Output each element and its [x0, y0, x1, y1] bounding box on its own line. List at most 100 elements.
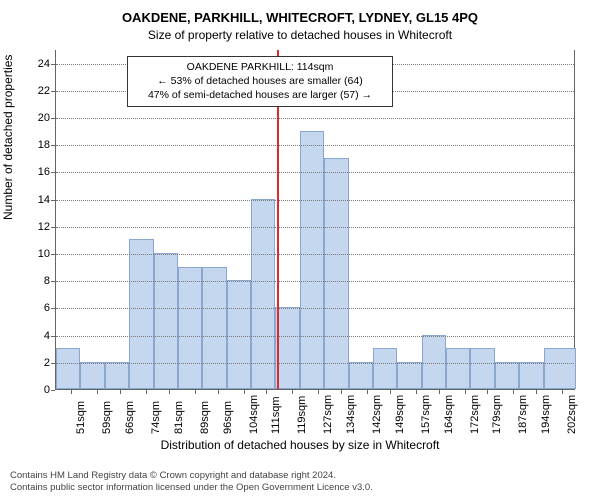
grid-line	[56, 227, 574, 228]
y-tick-label: 2	[20, 357, 50, 369]
y-tick-label: 12	[20, 221, 50, 233]
histogram-bar	[129, 239, 153, 389]
histogram-bar	[56, 348, 80, 389]
histogram-bar	[544, 348, 577, 389]
x-tick-label: 164sqm	[443, 395, 455, 434]
y-tick-mark	[51, 390, 55, 391]
x-tick-label: 179sqm	[491, 395, 503, 434]
histogram-bar	[154, 253, 178, 389]
x-tick-label: 104sqm	[248, 395, 260, 434]
x-tick-mark	[487, 390, 488, 394]
histogram-bar	[397, 362, 421, 389]
x-tick-label: 142sqm	[371, 395, 383, 434]
histogram-bar	[519, 362, 543, 389]
y-tick-mark	[51, 281, 55, 282]
histogram-bar	[275, 307, 299, 389]
x-tick-mark	[341, 390, 342, 394]
chart-container: OAKDENE, PARKHILL, WHITECROFT, LYDNEY, G…	[0, 0, 600, 500]
histogram-bar	[227, 280, 251, 389]
x-tick-mark	[416, 390, 417, 394]
x-tick-mark	[146, 390, 147, 394]
chart-title-address: OAKDENE, PARKHILL, WHITECROFT, LYDNEY, G…	[0, 10, 600, 25]
histogram-bar	[178, 267, 202, 389]
x-tick-label: 202sqm	[566, 395, 578, 434]
x-tick-mark	[71, 390, 72, 394]
y-tick-mark	[51, 336, 55, 337]
x-tick-label: 66sqm	[124, 401, 136, 434]
histogram-bar	[105, 362, 129, 389]
x-tick-label: 111sqm	[270, 396, 282, 434]
x-tick-label: 81sqm	[173, 401, 185, 434]
y-tick-label: 0	[20, 384, 50, 396]
y-tick-label: 16	[20, 166, 50, 178]
x-tick-mark	[218, 390, 219, 394]
x-tick-mark	[367, 390, 368, 394]
y-tick-label: 24	[20, 58, 50, 70]
y-tick-label: 14	[20, 194, 50, 206]
y-tick-mark	[51, 91, 55, 92]
x-tick-mark	[120, 390, 121, 394]
x-tick-mark	[266, 390, 267, 394]
x-tick-mark	[536, 390, 537, 394]
y-axis-label: Number of detached properties	[1, 55, 15, 220]
y-tick-mark	[51, 172, 55, 173]
x-tick-mark	[244, 390, 245, 394]
x-tick-mark	[513, 390, 514, 394]
x-tick-label: 59sqm	[101, 401, 113, 434]
histogram-bar	[470, 348, 494, 389]
x-axis-label: Distribution of detached houses by size …	[0, 438, 600, 452]
x-tick-mark	[390, 390, 391, 394]
grid-line	[56, 172, 574, 173]
x-tick-label: 51sqm	[75, 401, 87, 434]
x-tick-mark	[562, 390, 563, 394]
histogram-bar	[80, 362, 104, 389]
histogram-bar	[373, 348, 397, 389]
histogram-bar	[349, 362, 373, 389]
y-tick-mark	[51, 200, 55, 201]
annotation-line2: ← 53% of detached houses are smaller (64…	[134, 74, 386, 88]
y-tick-label: 18	[20, 139, 50, 151]
annotation-line3: 47% of semi-detached houses are larger (…	[134, 88, 386, 102]
x-tick-label: 172sqm	[469, 395, 481, 434]
x-tick-mark	[169, 390, 170, 394]
x-tick-label: 89sqm	[199, 401, 211, 434]
histogram-bar	[300, 131, 324, 389]
y-tick-label: 20	[20, 112, 50, 124]
y-tick-label: 22	[20, 85, 50, 97]
footer-line1: Contains HM Land Registry data © Crown c…	[10, 470, 590, 482]
grid-line	[56, 281, 574, 282]
y-tick-mark	[51, 254, 55, 255]
x-tick-mark	[292, 390, 293, 394]
y-tick-mark	[51, 363, 55, 364]
footer-attribution: Contains HM Land Registry data © Crown c…	[10, 470, 590, 494]
annotation-line1: OAKDENE PARKHILL: 114sqm	[134, 60, 386, 74]
grid-line	[56, 308, 574, 309]
x-tick-label: 119sqm	[296, 396, 308, 434]
x-tick-mark	[465, 390, 466, 394]
histogram-bar	[446, 348, 470, 389]
grid-line	[56, 145, 574, 146]
grid-line	[56, 254, 574, 255]
x-tick-mark	[195, 390, 196, 394]
x-tick-label: 74sqm	[150, 401, 162, 434]
grid-line	[56, 118, 574, 119]
y-tick-label: 8	[20, 275, 50, 287]
x-tick-mark	[97, 390, 98, 394]
x-tick-label: 127sqm	[322, 395, 334, 434]
y-tick-mark	[51, 118, 55, 119]
y-tick-label: 6	[20, 302, 50, 314]
x-tick-label: 194sqm	[540, 395, 552, 434]
y-tick-mark	[51, 227, 55, 228]
y-tick-mark	[51, 145, 55, 146]
histogram-bar	[324, 158, 348, 389]
x-tick-label: 157sqm	[420, 395, 432, 434]
histogram-bar	[422, 335, 446, 389]
chart-subtitle: Size of property relative to detached ho…	[0, 28, 600, 42]
grid-line	[56, 336, 574, 337]
y-tick-label: 4	[20, 330, 50, 342]
histogram-bar	[495, 362, 519, 389]
x-tick-label: 134sqm	[345, 395, 357, 434]
x-tick-label: 149sqm	[394, 395, 406, 434]
x-tick-label: 96sqm	[222, 401, 234, 434]
annotation-box: OAKDENE PARKHILL: 114sqm← 53% of detache…	[127, 56, 393, 107]
